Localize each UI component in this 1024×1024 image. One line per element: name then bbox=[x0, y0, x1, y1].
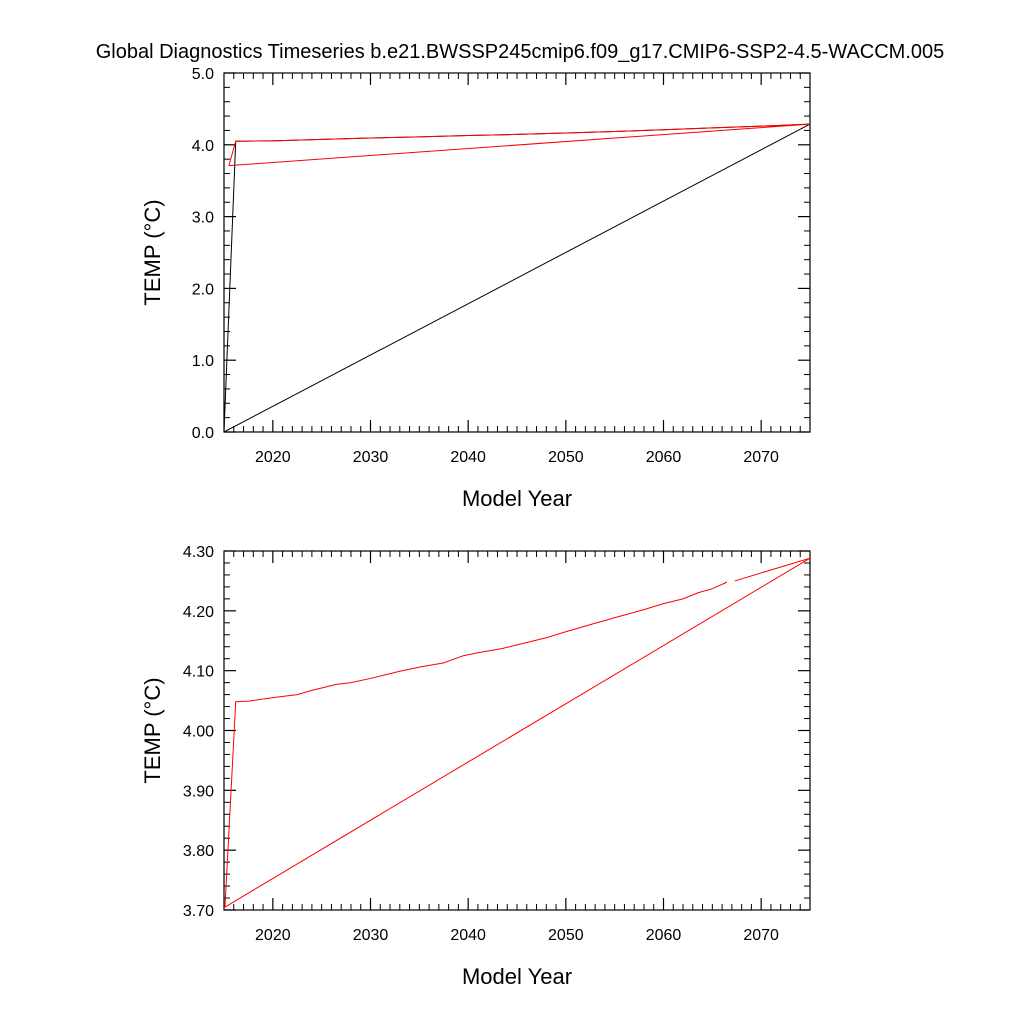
x-tick-label: 2060 bbox=[646, 927, 682, 944]
x-tick-label: 2020 bbox=[255, 927, 291, 944]
x-tick-label: 2040 bbox=[450, 449, 486, 466]
top-panel: 2020 2030 2040 2050 2060 2070 0.0 1.0 2.0 3.0 4.0 5… bbox=[140, 66, 811, 511]
y-tick-label: 4.20 bbox=[183, 604, 214, 621]
series-line-0 bbox=[224, 123, 810, 432]
y-tick-label: 3.90 bbox=[183, 783, 214, 800]
x-axis-title: Model Year bbox=[462, 486, 572, 511]
y-tick-label: 4.30 bbox=[183, 544, 214, 561]
x-axis-title: Model Year bbox=[462, 964, 572, 989]
x-tick-label: 2020 bbox=[255, 449, 291, 466]
x-tick-label: 2030 bbox=[353, 927, 389, 944]
series-line-2 bbox=[224, 557, 810, 908]
y-tick-label: 0.0 bbox=[192, 425, 214, 442]
y-tick-label: 4.10 bbox=[183, 664, 214, 681]
y-axis-title: TEMP (°C) bbox=[140, 677, 165, 783]
y-tick-label: 4.00 bbox=[183, 724, 214, 741]
x-tick-label: 2060 bbox=[646, 449, 682, 466]
y-axis-title: TEMP (°C) bbox=[140, 199, 165, 305]
y-tick-label: 1.0 bbox=[192, 353, 214, 370]
x-tick-label: 2050 bbox=[548, 927, 584, 944]
bottom-panel: 2020 2030 2040 2050 2060 2070 3.70 3.80 3.90 4.00… bbox=[140, 544, 811, 989]
x-tick-label: 2040 bbox=[450, 927, 486, 944]
y-tick-label: 5.0 bbox=[192, 66, 214, 83]
y-tick-label: 2.0 bbox=[192, 281, 214, 298]
plot-frame bbox=[223, 550, 811, 911]
y-tick-label: 4.0 bbox=[192, 138, 214, 155]
x-tick-label: 2030 bbox=[353, 449, 389, 466]
figure-title: Global Diagnostics Timeseries b.e21.BWSS… bbox=[96, 41, 945, 63]
y-tick-label: 3.70 bbox=[183, 903, 214, 920]
plot-frame bbox=[223, 72, 811, 433]
y-tick-label: 3.80 bbox=[183, 843, 214, 860]
x-tick-label: 2050 bbox=[548, 449, 584, 466]
series-line-0 bbox=[224, 581, 728, 908]
y-tick-label: 3.0 bbox=[192, 210, 214, 227]
x-tick-label: 2070 bbox=[743, 449, 779, 466]
series-line-1 bbox=[734, 557, 810, 582]
x-tick-label: 2070 bbox=[743, 927, 779, 944]
series-line-1 bbox=[228, 123, 810, 167]
